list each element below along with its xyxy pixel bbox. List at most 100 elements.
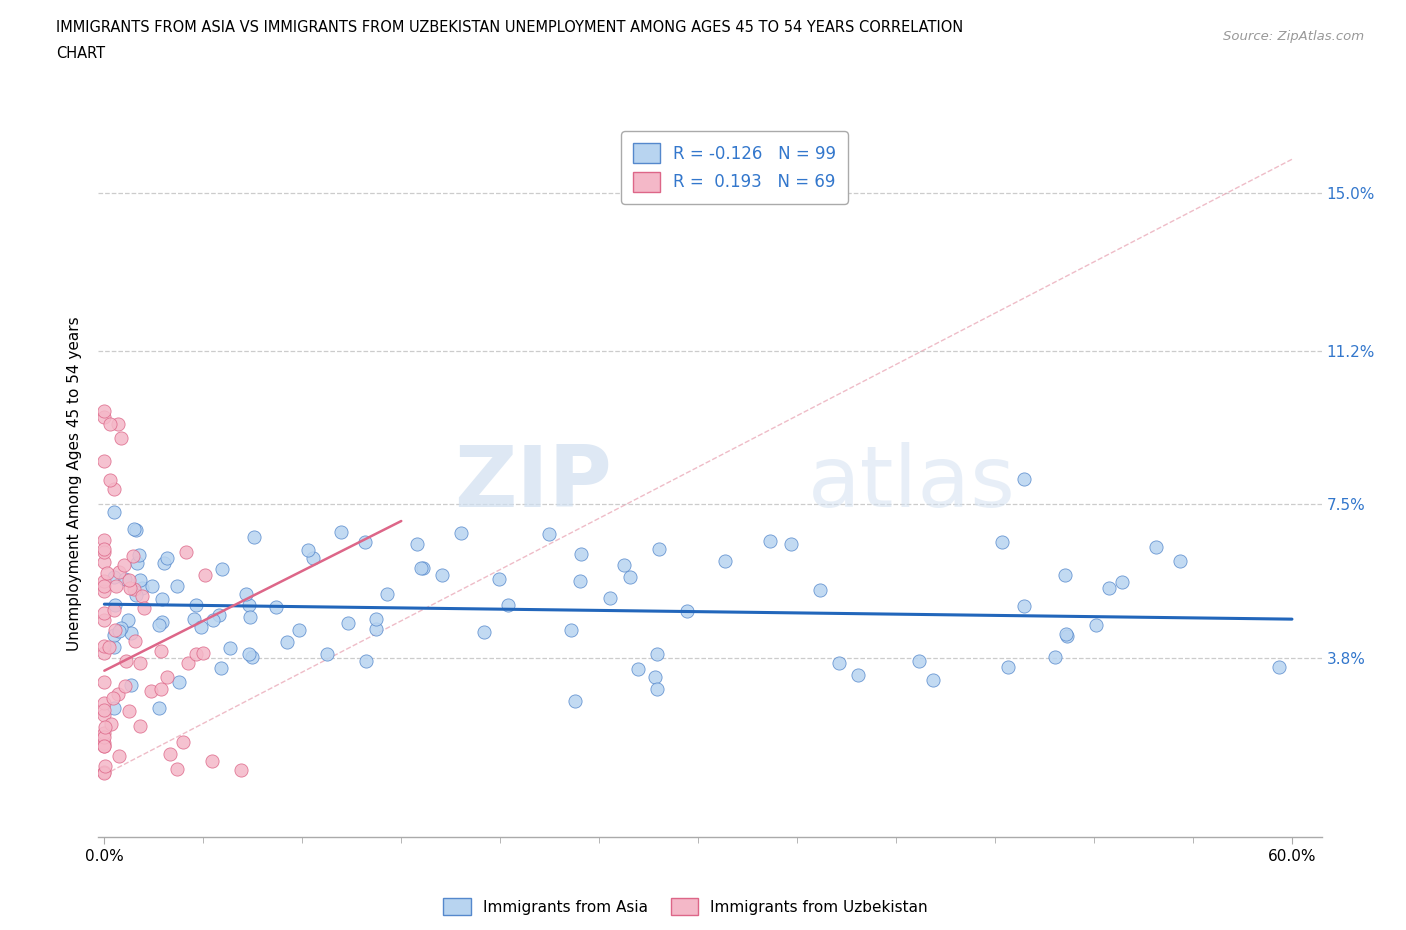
Point bbox=[647, 647, 669, 662]
Point bbox=[110, 430, 132, 445]
Point bbox=[148, 700, 170, 715]
Point bbox=[131, 589, 153, 604]
Point bbox=[103, 603, 125, 618]
Point bbox=[238, 598, 260, 613]
Point bbox=[125, 523, 148, 538]
Point bbox=[103, 628, 125, 643]
Point bbox=[93, 578, 115, 593]
Point bbox=[676, 604, 699, 618]
Legend: Immigrants from Asia, Immigrants from Uzbekistan: Immigrants from Asia, Immigrants from Uz… bbox=[437, 893, 934, 922]
Point bbox=[128, 573, 150, 588]
Point bbox=[242, 649, 264, 664]
Point bbox=[93, 613, 115, 628]
Point bbox=[450, 526, 472, 541]
Point bbox=[107, 417, 129, 432]
Point bbox=[316, 646, 339, 661]
Point bbox=[1054, 627, 1077, 642]
Point bbox=[93, 738, 115, 753]
Point bbox=[104, 598, 127, 613]
Text: ZIP: ZIP bbox=[454, 442, 612, 525]
Point bbox=[409, 561, 432, 576]
Point bbox=[235, 587, 257, 602]
Point bbox=[297, 543, 319, 558]
Point bbox=[122, 581, 145, 596]
Point bbox=[648, 541, 671, 556]
Point bbox=[239, 610, 262, 625]
Point bbox=[354, 534, 377, 549]
Point bbox=[98, 417, 121, 432]
Point bbox=[121, 549, 143, 564]
Point bbox=[1111, 575, 1133, 590]
Point bbox=[93, 696, 115, 711]
Point bbox=[141, 684, 163, 698]
Point bbox=[93, 674, 115, 689]
Point bbox=[93, 545, 115, 560]
Point bbox=[174, 545, 197, 560]
Point bbox=[156, 670, 179, 684]
Point bbox=[93, 725, 115, 740]
Point bbox=[148, 618, 170, 632]
Point bbox=[134, 601, 156, 616]
Point bbox=[276, 634, 298, 649]
Point bbox=[100, 716, 122, 731]
Point bbox=[991, 535, 1014, 550]
Point bbox=[172, 735, 194, 750]
Point bbox=[1014, 599, 1036, 614]
Point bbox=[114, 557, 136, 572]
Point bbox=[922, 673, 945, 688]
Point bbox=[166, 762, 188, 777]
Point bbox=[218, 640, 240, 655]
Point bbox=[714, 553, 737, 568]
Point bbox=[159, 747, 181, 762]
Point bbox=[120, 626, 142, 641]
Point bbox=[128, 718, 150, 733]
Point bbox=[149, 644, 172, 658]
Point bbox=[375, 587, 398, 602]
Point bbox=[569, 547, 592, 562]
Point bbox=[117, 703, 139, 718]
Point bbox=[201, 612, 224, 627]
Point bbox=[266, 599, 288, 614]
Point bbox=[124, 634, 146, 649]
Point bbox=[1098, 581, 1121, 596]
Point bbox=[93, 541, 115, 556]
Point bbox=[627, 661, 650, 676]
Point bbox=[128, 547, 150, 562]
Point bbox=[150, 614, 173, 629]
Point bbox=[1045, 649, 1067, 664]
Point bbox=[194, 568, 217, 583]
Point bbox=[118, 572, 141, 587]
Point bbox=[156, 551, 179, 565]
Point bbox=[208, 607, 231, 622]
Point bbox=[103, 700, 125, 715]
Point bbox=[152, 556, 174, 571]
Point bbox=[780, 537, 803, 551]
Point bbox=[128, 656, 150, 671]
Point bbox=[125, 555, 148, 570]
Point bbox=[107, 686, 129, 701]
Point bbox=[93, 584, 115, 599]
Point bbox=[243, 530, 266, 545]
Point bbox=[103, 570, 125, 585]
Point bbox=[110, 620, 132, 635]
Point bbox=[118, 580, 141, 595]
Point bbox=[93, 736, 115, 751]
Point bbox=[412, 561, 434, 576]
Text: Source: ZipAtlas.com: Source: ZipAtlas.com bbox=[1223, 30, 1364, 43]
Point bbox=[117, 613, 139, 628]
Point bbox=[302, 551, 325, 565]
Point bbox=[183, 612, 205, 627]
Point bbox=[125, 588, 148, 603]
Point bbox=[97, 640, 120, 655]
Point bbox=[93, 409, 115, 424]
Point bbox=[828, 656, 851, 671]
Point bbox=[364, 621, 387, 636]
Point bbox=[150, 682, 173, 697]
Point bbox=[619, 570, 641, 585]
Point bbox=[93, 605, 115, 620]
Point bbox=[1012, 472, 1035, 486]
Point bbox=[569, 574, 592, 589]
Point bbox=[211, 562, 233, 577]
Point bbox=[108, 565, 131, 579]
Point bbox=[96, 566, 118, 581]
